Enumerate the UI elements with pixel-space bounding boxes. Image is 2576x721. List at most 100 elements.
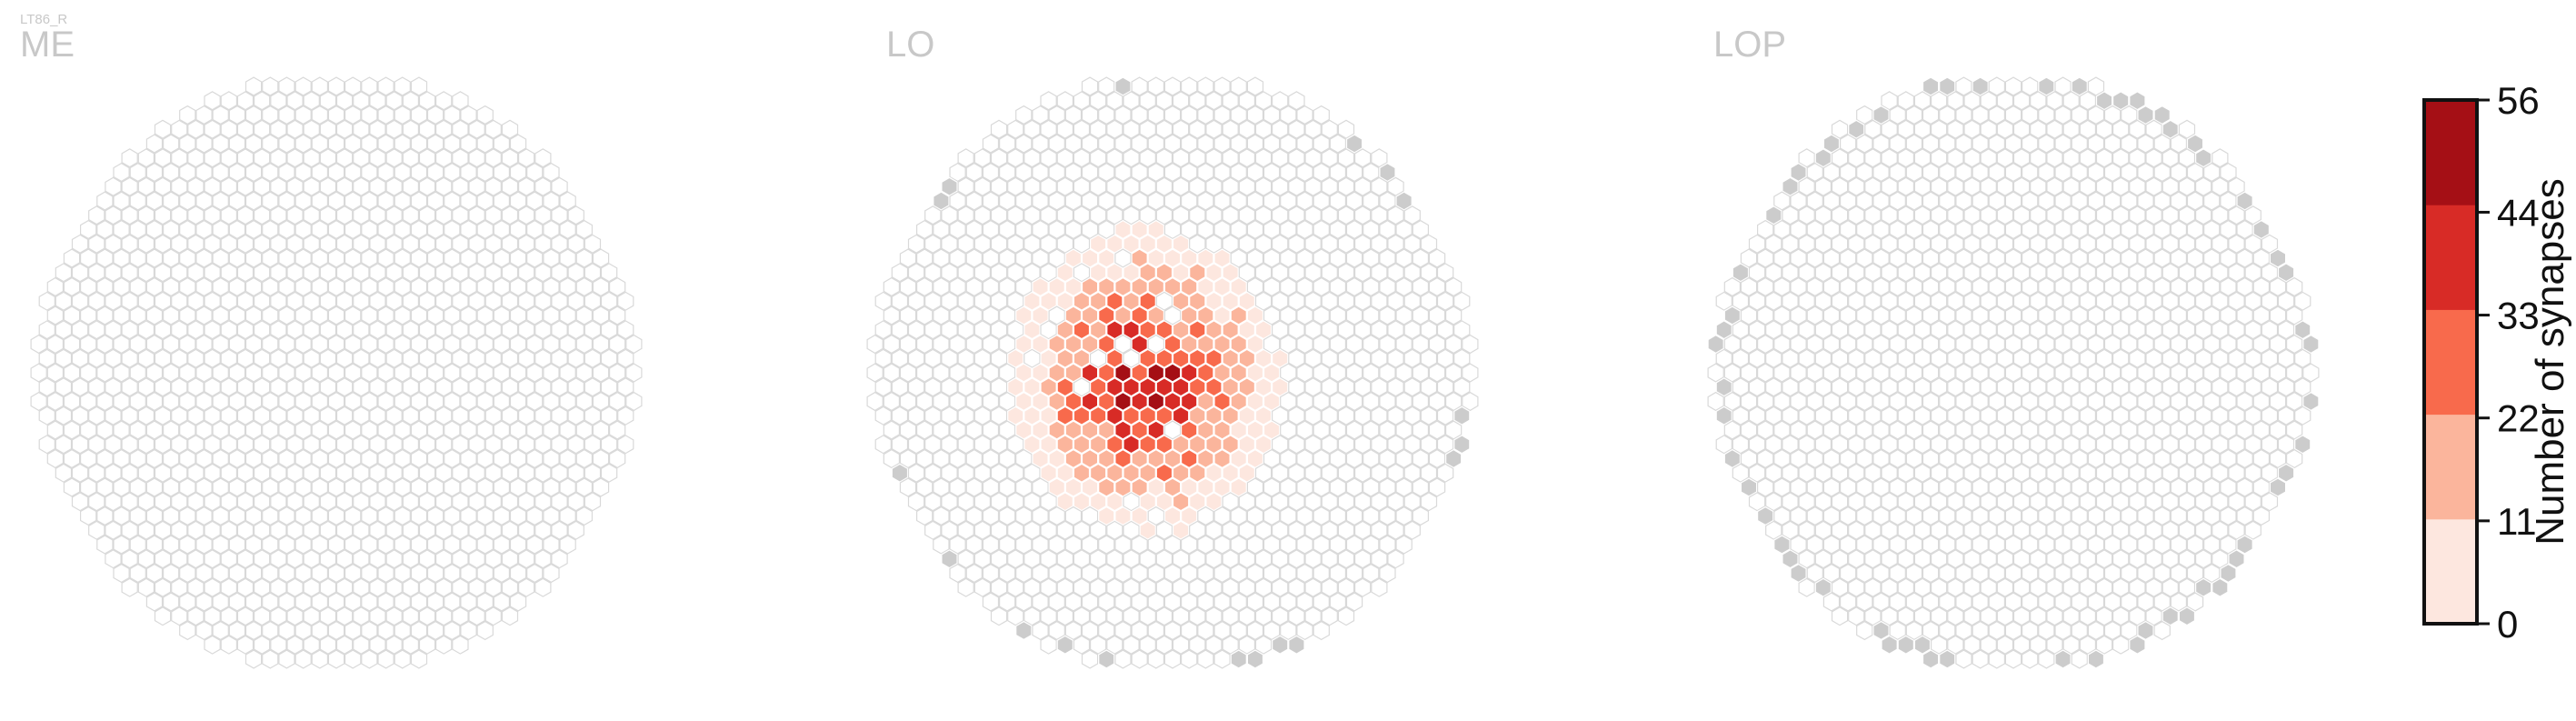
hex-column bbox=[1155, 406, 1173, 426]
hex-column bbox=[1081, 391, 1099, 412]
hex-column bbox=[1321, 520, 1338, 540]
hex-column bbox=[1740, 448, 1758, 469]
hex-column bbox=[874, 348, 892, 368]
hex-column bbox=[1412, 506, 1429, 526]
hex-column bbox=[575, 219, 593, 240]
hex-column bbox=[245, 134, 263, 154]
hex-column bbox=[1806, 219, 1823, 240]
hex-column bbox=[1922, 649, 1940, 669]
hex-column bbox=[1445, 305, 1463, 325]
hex-column bbox=[1371, 377, 1388, 397]
hex-column bbox=[1773, 219, 1791, 240]
hex-column bbox=[1288, 520, 1305, 540]
hex-column bbox=[1015, 592, 1033, 612]
hex-column bbox=[1189, 91, 1206, 111]
hex-column bbox=[335, 492, 354, 512]
hex-column bbox=[2121, 105, 2138, 125]
hex-column bbox=[1040, 463, 1057, 483]
hex-column bbox=[187, 234, 205, 254]
hex-column bbox=[295, 620, 312, 641]
hex-column bbox=[327, 363, 345, 383]
hex-column bbox=[402, 320, 419, 340]
hex-column bbox=[592, 248, 610, 268]
hex-column bbox=[1963, 377, 1981, 397]
hex-column bbox=[402, 406, 419, 426]
hex-column bbox=[1354, 492, 1372, 512]
hex-column bbox=[179, 276, 196, 297]
hex-column bbox=[2153, 334, 2171, 355]
hex-column bbox=[1280, 420, 1297, 440]
hex-column bbox=[476, 592, 494, 612]
hex-column bbox=[1304, 263, 1322, 283]
hex-column bbox=[96, 506, 114, 526]
hex-column bbox=[1773, 276, 1791, 297]
hex-column bbox=[327, 305, 345, 325]
hex-column bbox=[1773, 248, 1791, 268]
hex-column bbox=[1189, 635, 1206, 655]
hex-column bbox=[1872, 191, 1890, 211]
hex-column bbox=[1205, 119, 1223, 139]
hex-column bbox=[402, 91, 419, 111]
hex-column bbox=[1106, 91, 1123, 111]
hex-column bbox=[377, 134, 394, 154]
hex-column bbox=[435, 520, 453, 540]
hex-column bbox=[385, 320, 403, 340]
hex-column bbox=[468, 492, 485, 512]
hex-column bbox=[949, 248, 966, 268]
hex-column bbox=[105, 263, 122, 283]
hex-column bbox=[1238, 119, 1255, 139]
hex-column bbox=[1363, 391, 1380, 412]
hex-column bbox=[1304, 320, 1322, 340]
hex-column bbox=[999, 448, 1016, 469]
hex-column bbox=[179, 248, 196, 268]
hex-column bbox=[1840, 219, 1857, 240]
hex-column bbox=[509, 535, 527, 555]
hex-column bbox=[96, 448, 114, 469]
hex-column bbox=[1272, 320, 1289, 340]
hex-column bbox=[63, 420, 81, 440]
hex-column bbox=[71, 463, 89, 483]
hex-column bbox=[1889, 134, 1906, 154]
hex-column bbox=[444, 563, 461, 584]
hex-column bbox=[1856, 105, 1873, 125]
hex-column bbox=[2195, 577, 2212, 597]
hex-column bbox=[154, 348, 172, 368]
hex-column bbox=[1814, 520, 1832, 540]
hex-column bbox=[163, 477, 180, 497]
hex-column bbox=[1131, 420, 1148, 440]
hex-column bbox=[493, 506, 510, 526]
hex-column bbox=[1106, 320, 1123, 340]
hex-column bbox=[2294, 348, 2311, 368]
hex-column bbox=[1980, 406, 1997, 426]
hex-column bbox=[1980, 549, 1997, 569]
hex-column bbox=[1881, 291, 1898, 311]
hex-column bbox=[1139, 291, 1156, 311]
hex-column bbox=[907, 406, 925, 426]
hex-column bbox=[1254, 463, 1273, 483]
hex-column bbox=[1980, 377, 1997, 397]
hex-column bbox=[1412, 420, 1429, 440]
hex-column bbox=[1889, 448, 1906, 469]
hex-column bbox=[171, 320, 188, 340]
hex-column bbox=[1955, 649, 1972, 669]
hex-column bbox=[1288, 119, 1305, 139]
hex-column bbox=[2022, 219, 2039, 240]
hex-column bbox=[484, 291, 502, 311]
hex-column bbox=[1840, 334, 1857, 355]
hex-column bbox=[1048, 391, 1065, 412]
hex-column bbox=[1007, 463, 1024, 483]
hex-column bbox=[617, 348, 634, 368]
hex-column bbox=[1048, 162, 1065, 183]
hex-column bbox=[907, 234, 925, 254]
hex-column bbox=[1064, 592, 1083, 612]
hex-column bbox=[353, 91, 370, 111]
hex-column bbox=[575, 276, 593, 297]
hex-column bbox=[1345, 563, 1363, 584]
hex-column bbox=[1321, 205, 1338, 225]
hex-column bbox=[957, 234, 974, 254]
hex-column bbox=[278, 420, 295, 440]
hex-column bbox=[353, 635, 370, 655]
hex-column bbox=[1230, 162, 1247, 183]
hex-column bbox=[907, 291, 925, 311]
hex-column bbox=[344, 363, 362, 383]
